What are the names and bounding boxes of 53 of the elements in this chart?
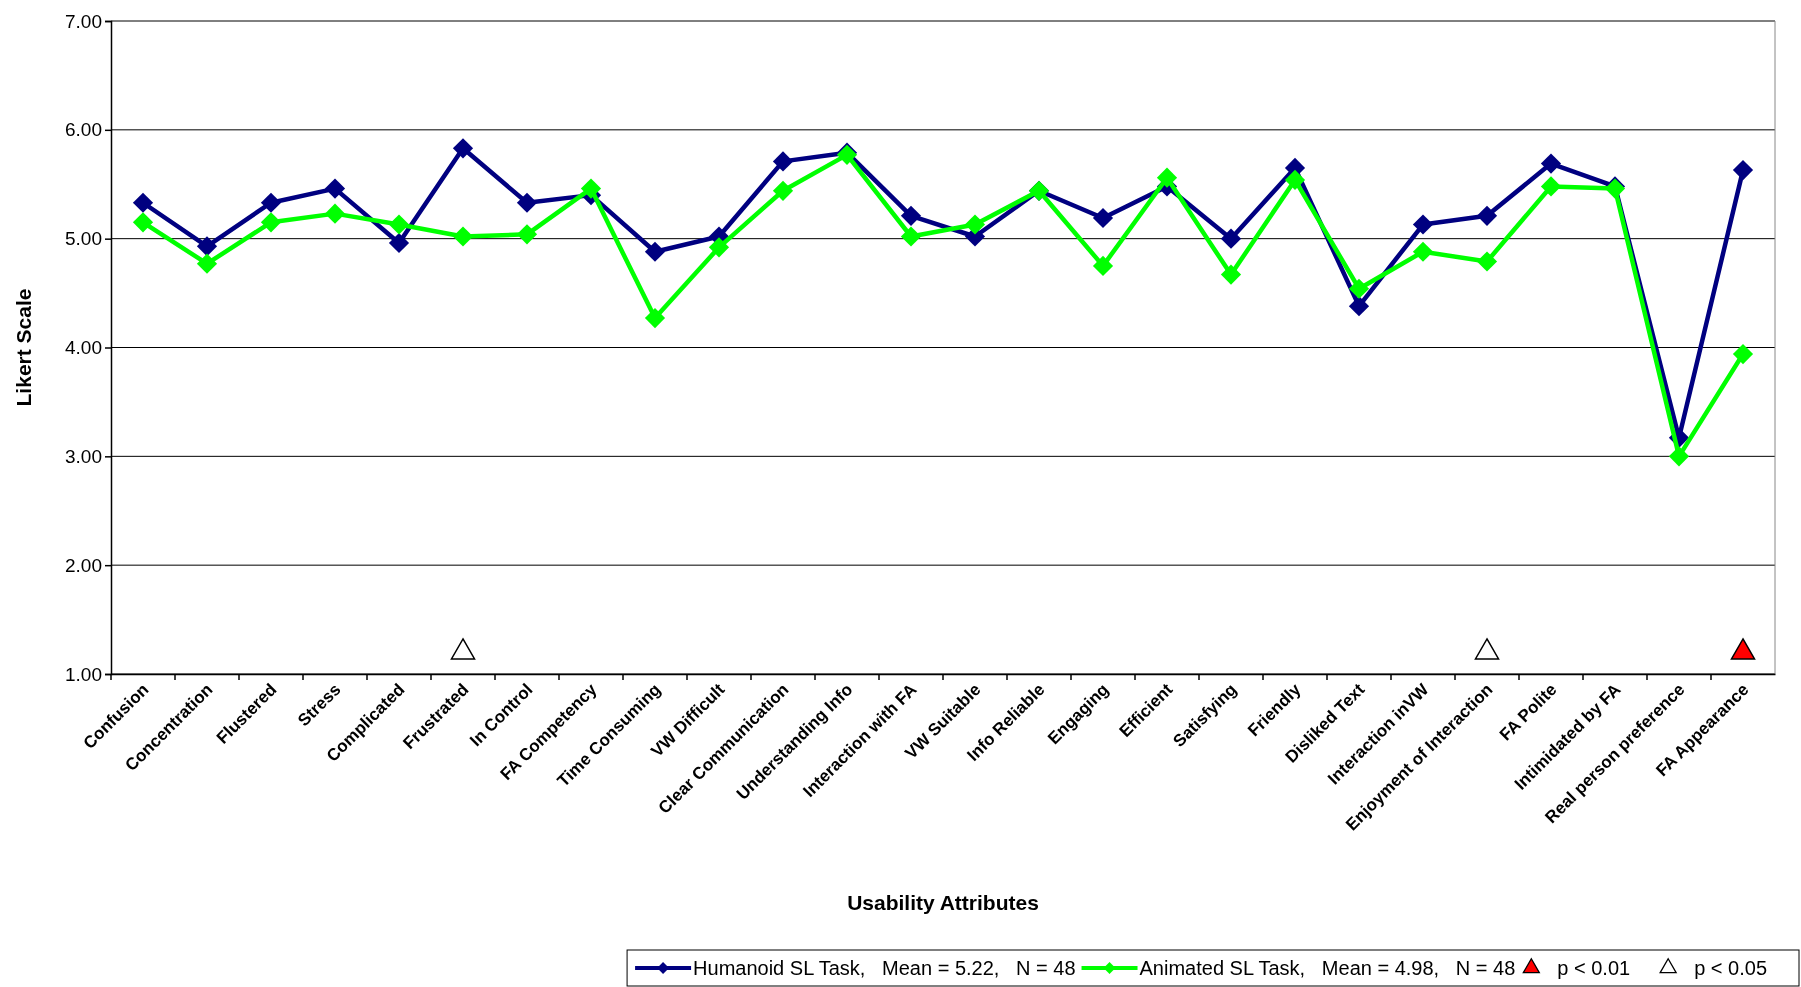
point xyxy=(644,308,666,329)
point xyxy=(1732,160,1754,181)
point xyxy=(772,180,794,201)
point xyxy=(1156,167,1178,188)
point xyxy=(1668,446,1690,467)
point xyxy=(900,205,922,226)
y-tick-label: 3.00 xyxy=(65,445,102,467)
point xyxy=(772,151,794,172)
point xyxy=(644,241,666,262)
legend-label: p < 0.05 xyxy=(1694,957,1767,979)
y-tick-label: 4.00 xyxy=(65,337,102,359)
y-tick-label: 7.00 xyxy=(65,10,102,32)
point xyxy=(516,224,538,245)
point xyxy=(708,237,730,258)
point xyxy=(1348,296,1370,317)
point xyxy=(196,236,218,257)
point xyxy=(1092,255,1114,276)
x-axis-title: Usability Attributes xyxy=(847,891,1039,914)
legend-label: p < 0.01 xyxy=(1557,957,1631,979)
legend-label: Animated SL Task, Mean = 4.98, N = 48 xyxy=(1139,957,1516,979)
point xyxy=(580,178,602,199)
point xyxy=(1476,205,1498,226)
point xyxy=(1092,207,1114,229)
point xyxy=(388,232,410,254)
point xyxy=(1540,153,1562,174)
point xyxy=(1348,278,1370,299)
point xyxy=(132,212,154,233)
point xyxy=(260,192,282,213)
y-tick-label: 5.00 xyxy=(65,228,102,250)
point xyxy=(324,178,346,199)
y-axis-title: Likert Scale xyxy=(12,288,35,407)
point xyxy=(132,192,154,213)
point xyxy=(900,226,922,247)
point xyxy=(1412,241,1434,262)
point xyxy=(1732,343,1754,365)
legend-label: Humanoid SL Task, Mean = 5.22, N = 48 xyxy=(693,957,1076,979)
y-tick-label: 6.00 xyxy=(65,119,102,141)
point xyxy=(1476,251,1498,272)
point xyxy=(1284,169,1306,190)
point xyxy=(1412,214,1434,235)
point xyxy=(260,212,282,233)
point xyxy=(388,214,410,235)
point xyxy=(1220,264,1242,285)
point xyxy=(1540,176,1562,197)
point xyxy=(196,253,218,274)
point xyxy=(516,192,538,213)
y-tick-label: 2.00 xyxy=(65,554,102,576)
point xyxy=(324,203,346,224)
point xyxy=(452,138,474,159)
point xyxy=(1220,228,1242,249)
y-tick-label: 1.00 xyxy=(65,663,102,685)
point xyxy=(964,214,986,235)
point xyxy=(452,226,474,247)
